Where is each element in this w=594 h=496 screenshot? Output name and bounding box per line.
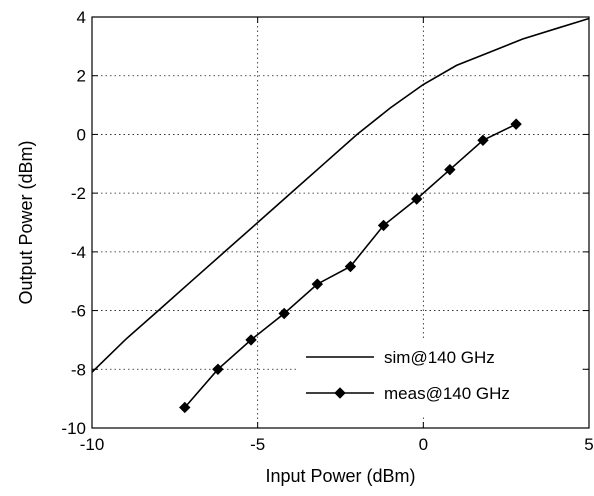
y-tick-label: 2 (77, 67, 86, 86)
data-point-marker (477, 134, 489, 147)
tick-layer: -10 -5 0 5 -10 -8 -6 -4 -2 0 2 4 (61, 8, 593, 454)
legend: sim@140 GHz meas@140 GHz (298, 338, 580, 416)
y-tick-label: -8 (71, 360, 86, 379)
legend-box (298, 338, 580, 416)
series-line (91, 17, 590, 373)
y-tick-label: -10 (61, 419, 86, 438)
x-axis-label: Input Power (dBm) (265, 466, 415, 486)
data-point-marker (334, 387, 346, 399)
x-tick-label: -5 (250, 435, 265, 454)
data-point-marker (344, 260, 357, 273)
x-tick-label: -10 (80, 435, 105, 454)
data-point-marker (179, 401, 191, 414)
legend-item: sim@140 GHz (306, 348, 495, 367)
y-tick-label: 0 (77, 125, 86, 144)
y-tick-label: -2 (71, 184, 86, 203)
data-point-marker (311, 278, 324, 290)
plot-frame (91, 16, 590, 429)
y-tick-label: -4 (71, 243, 86, 262)
data-point-marker (510, 118, 522, 130)
x-tick-label: 5 (584, 435, 593, 454)
y-tick-label: -6 (71, 302, 86, 321)
data-point-marker (278, 307, 290, 320)
legend-label: sim@140 GHz (384, 348, 495, 367)
data-point-marker (410, 193, 423, 205)
x-tick-label: 0 (419, 435, 428, 454)
series-2 (179, 118, 522, 414)
y-tick-label: 4 (77, 8, 86, 27)
data-point-marker (444, 163, 456, 176)
series-layer (91, 17, 590, 414)
y-axis-label: Output Power (dBm) (16, 140, 36, 304)
data-point-marker (212, 363, 224, 375)
legend-label: meas@140 GHz (384, 384, 510, 403)
legend-item: meas@140 GHz (306, 384, 510, 403)
data-point-marker (377, 219, 390, 232)
series-1 (91, 17, 590, 373)
data-point-marker (245, 334, 257, 346)
